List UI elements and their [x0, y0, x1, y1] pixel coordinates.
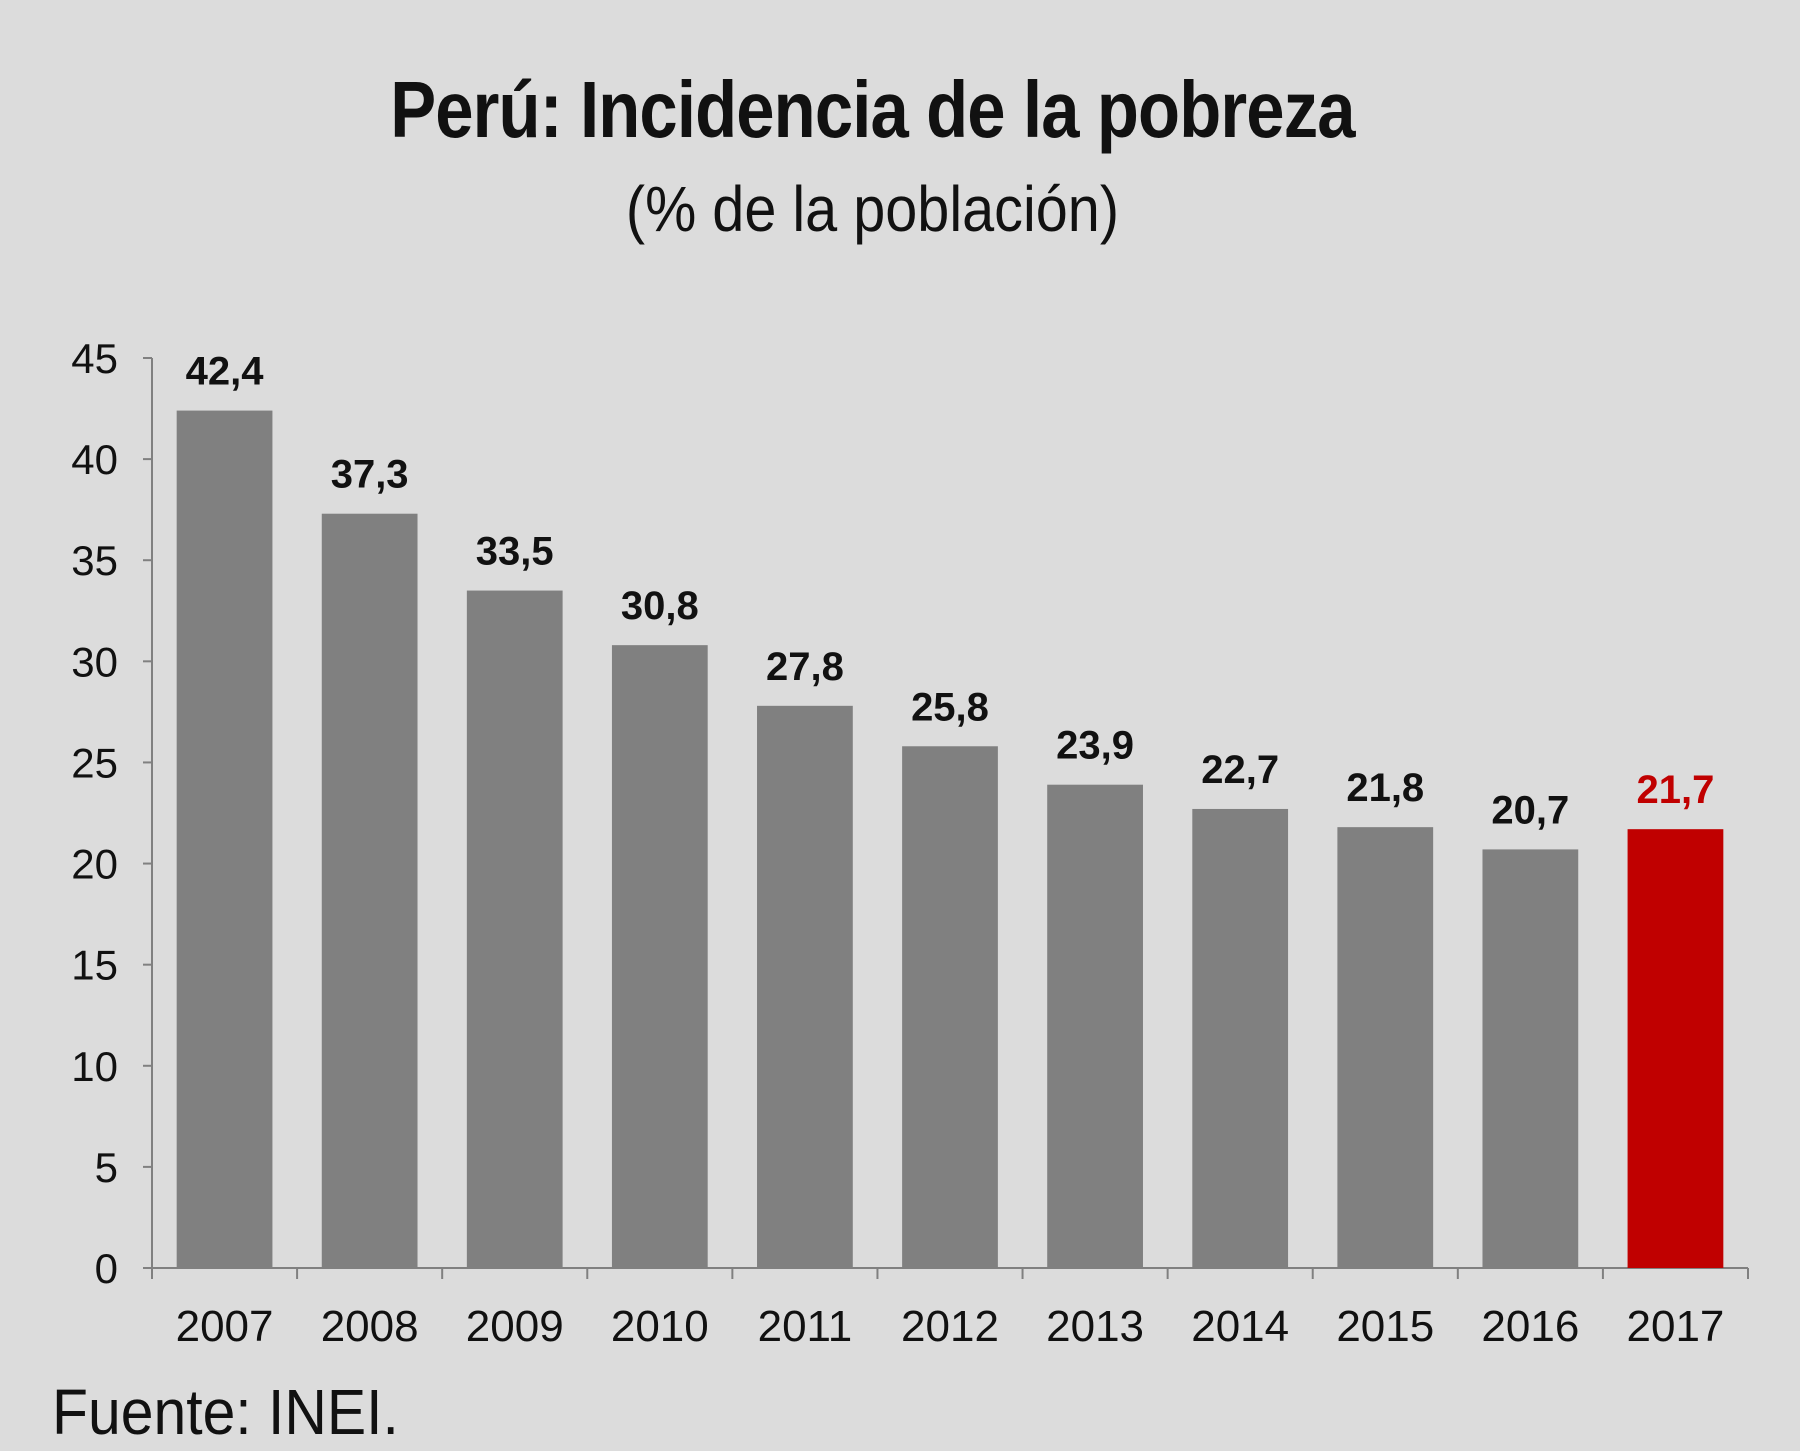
bar-value-label: 30,8 — [621, 584, 699, 628]
x-tick-label: 2010 — [611, 1302, 709, 1351]
bar-value-label: 33,5 — [476, 530, 554, 574]
bar-2014 — [1192, 808, 1289, 1268]
y-tick-label: 20 — [71, 841, 118, 888]
bar-value-label: 21,8 — [1346, 766, 1424, 810]
bar-2010 — [611, 645, 708, 1268]
bar-value-label: 21,7 — [1637, 768, 1715, 812]
x-tick-label: 2014 — [1191, 1302, 1289, 1351]
x-tick-label: 2008 — [321, 1302, 419, 1351]
bar-2009 — [466, 590, 563, 1268]
bar-2007 — [176, 410, 273, 1269]
bar-value-label: 23,9 — [1056, 724, 1134, 768]
y-tick-label: 10 — [71, 1043, 118, 1090]
bar-2017 — [1627, 829, 1724, 1268]
bar-value-label: 25,8 — [911, 685, 989, 729]
x-tick-label: 2011 — [758, 1302, 853, 1351]
bar-value-labels: 42,4 37,3 33,5 30,8 27,8 25,8 23,9 22,7 21,8 20,7… — [186, 350, 1715, 833]
bar-2011 — [757, 705, 853, 1268]
source-note: Fuente: INEI. — [52, 1376, 399, 1448]
y-tick-label: 45 — [71, 335, 118, 382]
bar-2016 — [1482, 849, 1579, 1268]
y-tick-label: 30 — [71, 638, 118, 685]
y-tick-label: 35 — [71, 537, 118, 584]
x-tick-label: 2013 — [1046, 1302, 1144, 1351]
x-axis: 2007 2008 2009 2010 2011 2012 2013 2014 2015 2016… — [151, 1267, 1749, 1351]
bar-2015 — [1337, 827, 1434, 1268]
bar-value-label: 37,3 — [331, 453, 409, 497]
x-tick-label: 2016 — [1481, 1302, 1579, 1351]
bar-2013 — [1047, 784, 1143, 1268]
x-tick-label: 2012 — [901, 1302, 999, 1351]
bar-value-label: 27,8 — [766, 645, 844, 689]
chart-subtitle: (% de la población) — [625, 173, 1119, 245]
x-tick-label: 2015 — [1336, 1302, 1434, 1351]
y-axis: 0 5 10 15 20 25 30 35 40 45 — [71, 335, 153, 1292]
y-tick-label: 40 — [71, 436, 118, 483]
y-tick-label: 0 — [95, 1245, 118, 1292]
bar-value-label: 22,7 — [1201, 748, 1279, 792]
bar-value-label: 42,4 — [186, 350, 265, 394]
x-tick-label: 2007 — [176, 1302, 274, 1351]
y-tick-label: 25 — [71, 739, 118, 786]
y-tick-label: 15 — [71, 942, 118, 989]
chart-title: Perú: Incidencia de la pobreza — [390, 65, 1355, 154]
bars — [176, 410, 1724, 1269]
y-tick-label: 5 — [95, 1144, 118, 1191]
bar-2008 — [321, 513, 418, 1268]
x-tick-label: 2017 — [1627, 1302, 1725, 1351]
bar-value-label: 20,7 — [1491, 788, 1569, 832]
x-tick-label: 2009 — [466, 1302, 564, 1351]
bar-2012 — [902, 746, 998, 1268]
